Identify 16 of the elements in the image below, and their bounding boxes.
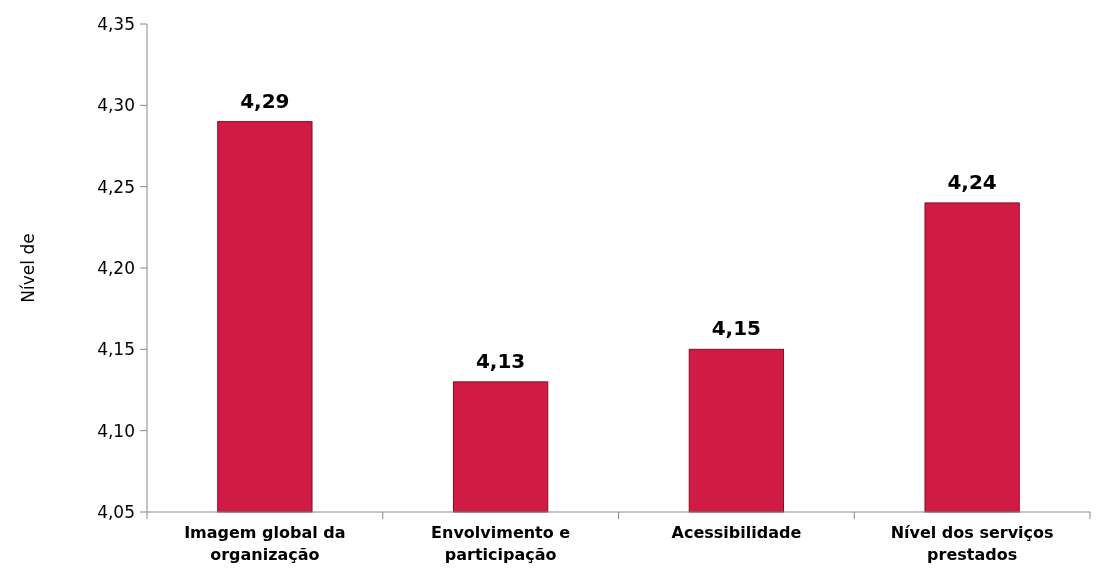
y-tick-label: 4,15 [97, 339, 135, 360]
y-tick-label: 4,20 [97, 257, 135, 278]
y-tick-label: 4,10 [97, 420, 135, 441]
y-tick-label: 4,30 [97, 95, 135, 116]
x-tick-label: Imagem global da organização [184, 523, 346, 564]
y-tick-label: 4,05 [97, 501, 135, 522]
data-label: 4,29 [240, 88, 290, 113]
x-tick-label: Nível dos serviços prestados [890, 523, 1054, 564]
data-label: 4,15 [711, 316, 762, 341]
y-tick-label: 4,35 [97, 13, 135, 34]
data-label: 4,13 [475, 348, 526, 373]
x-tick-label: Acessibilidade [671, 523, 802, 542]
data-label: 4,24 [947, 169, 997, 194]
y-axis-title: Nível de [18, 233, 38, 303]
y-tick-label: 4,25 [97, 176, 135, 197]
x-tick-label: Envolvimento e participação [431, 523, 571, 564]
